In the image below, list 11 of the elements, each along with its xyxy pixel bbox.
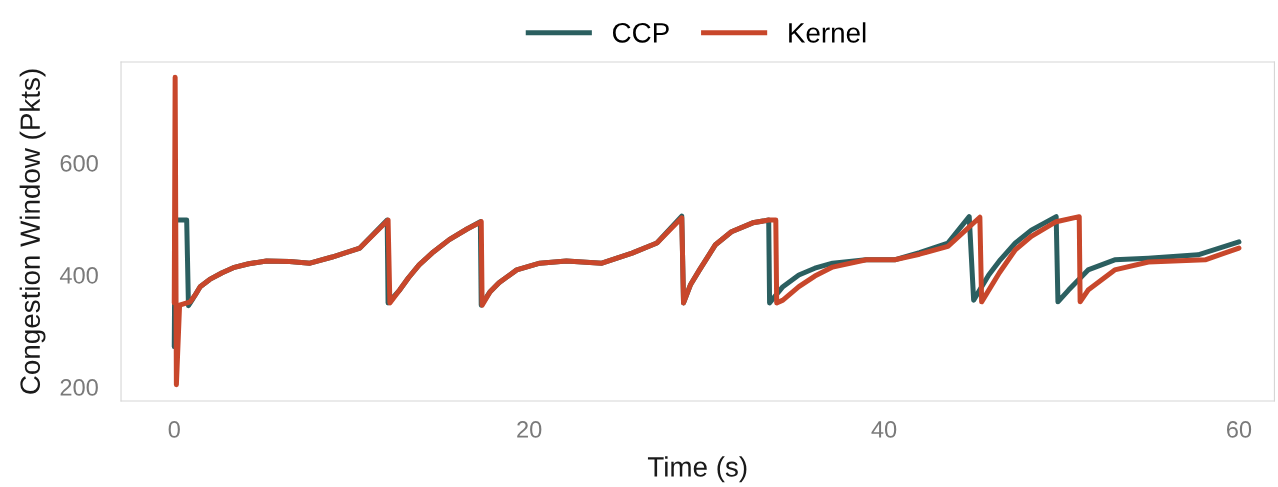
- x-tick-label: 20: [517, 421, 542, 438]
- y-tick-label: 200: [60, 379, 98, 396]
- x-axis-title: Time (s): [647, 456, 747, 483]
- y-tick-label: 400: [59, 267, 98, 284]
- x-tick-label: 0: [168, 421, 180, 438]
- x-tick-label: 40: [871, 421, 897, 438]
- y-axis-title: Congestion Window (Pkts): [19, 69, 46, 394]
- legend-label: Kernel: [789, 22, 866, 43]
- y-tick-label: 600: [60, 154, 98, 172]
- x-tick-label: 60: [1227, 421, 1252, 438]
- legend-label: CCP: [613, 22, 669, 43]
